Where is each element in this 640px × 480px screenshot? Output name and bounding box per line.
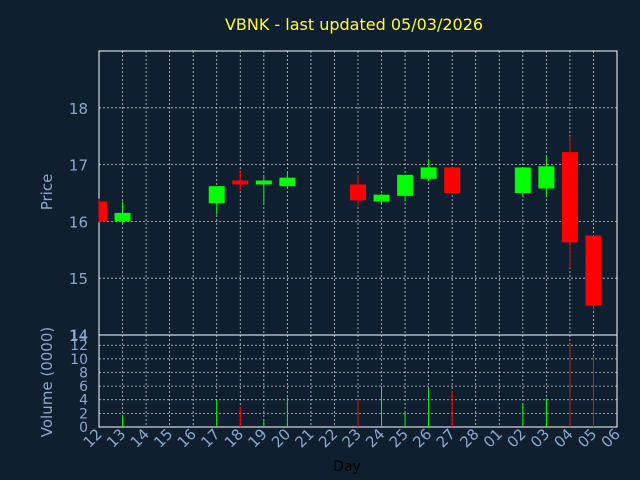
candle-body [373, 194, 390, 202]
candle-body [232, 180, 249, 185]
volume-tick-label: 8 [79, 365, 88, 381]
candle-body [420, 167, 437, 179]
candle-body [538, 166, 555, 189]
candle-body [397, 174, 414, 196]
volume-tick-label: 6 [79, 379, 88, 395]
candle-body [279, 177, 296, 187]
volume-tick-label: 4 [79, 393, 88, 409]
price-tick-label: 16 [69, 213, 88, 231]
x-axis: 1213141516171819202122232425262728010203… [80, 425, 624, 451]
chart-title: VBNK - last updated 05/03/2026 [225, 15, 483, 34]
price-tick-label: 17 [69, 157, 88, 175]
price-tick-label: 14 [70, 328, 88, 344]
volume-tick-label: 10 [70, 352, 88, 368]
price-tick-label: 15 [69, 270, 88, 288]
candle-body [444, 167, 461, 193]
candle-body [255, 180, 272, 185]
price-panel: 14 15 16 17 18 [69, 50, 618, 345]
candle-body [561, 152, 578, 243]
x-axis-label: Day [333, 459, 361, 475]
candle-body [208, 186, 225, 204]
volume-tick-label: 0 [79, 420, 88, 436]
price-tick-label: 14 [69, 327, 88, 345]
volume-tick-label: 12 [70, 338, 88, 354]
candle-body [99, 201, 107, 222]
volume-tick-label: 2 [79, 406, 88, 422]
candle-body [514, 167, 531, 193]
volume-axis-label: Volume (0000) [38, 327, 56, 437]
price-tick-label: 18 [69, 100, 88, 118]
candle-body [114, 212, 131, 222]
candle-body [350, 184, 366, 201]
candle-body [585, 235, 602, 306]
price-axis-label: Price [38, 174, 56, 211]
